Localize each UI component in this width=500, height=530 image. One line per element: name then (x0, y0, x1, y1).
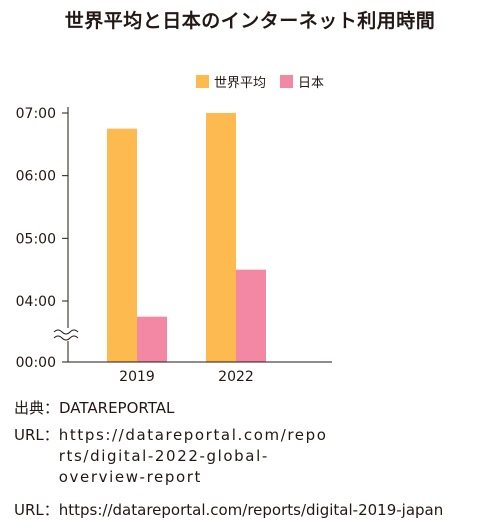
x-tick-label: 2019 (119, 369, 155, 385)
y-tick-label: 00:00 (16, 355, 56, 371)
axis-break-mask (56, 329, 80, 340)
url-label-2: URL： (14, 501, 59, 519)
url-row-2: URL： https://datareportal.com/reports/di… (14, 500, 443, 521)
axis-break-upper (53, 329, 79, 335)
y-tick-label: 06:00 (16, 169, 56, 185)
x-tick-label: 2022 (218, 369, 254, 385)
bar-japan-2022 (236, 269, 266, 362)
url-label-1: URL： (14, 426, 59, 444)
sources: 出典： DATAREPORTAL URL： https://datareport… (14, 398, 443, 521)
url-link-1[interactable]: https://datareportal.com/reports/digital… (58, 426, 328, 486)
source-row: 出典： DATAREPORTAL (14, 398, 443, 419)
y-tick-label: 07:00 (16, 106, 56, 122)
y-tick-label: 05:00 (16, 231, 56, 247)
bar-chart: 00:00 04:00 05:00 06:00 07:00 2019 2022 (16, 106, 332, 385)
legend-item-world: 世界平均 (196, 72, 266, 91)
legend-label-japan: 日本 (298, 76, 325, 91)
source-name: DATAREPORTAL (59, 399, 175, 417)
bar-world-2019 (107, 128, 137, 362)
url-row-1: URL： https://datareportal.com/reports/di… (14, 425, 443, 488)
bar-japan-2019 (137, 316, 167, 362)
source-label: 出典： (14, 399, 60, 417)
y-tick-label: 04:00 (16, 294, 56, 310)
legend-label-world: 世界平均 (214, 76, 267, 91)
url-link-2[interactable]: https://datareportal.com/reports/digital… (58, 501, 444, 519)
legend-swatch-japan (280, 75, 294, 88)
axis-break-lower (53, 335, 79, 341)
legend: 世界平均 日本 (196, 72, 338, 91)
legend-swatch-world (196, 75, 209, 88)
legend-item-japan: 日本 (280, 72, 324, 91)
bar-world-2022 (206, 113, 236, 362)
chart-title: 世界平均と日本のインターネット利用時間 (64, 10, 436, 32)
